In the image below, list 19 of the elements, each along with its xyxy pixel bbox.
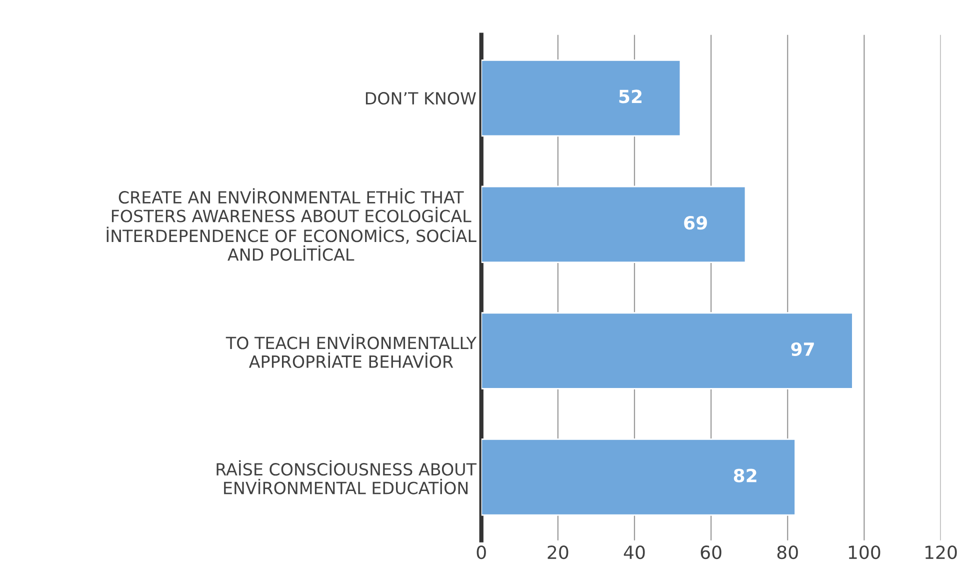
x-tick-label: 100	[848, 546, 880, 560]
data-label: 69	[684, 216, 707, 230]
y-tick-label: DON’T KNOW	[366, 92, 476, 105]
x-tick-label: 20	[548, 546, 568, 560]
bar	[481, 59, 682, 137]
y-tick-label: CREATE AN ENVİRONMENTAL ETHİC THAT FOSTERS AWARENESS ABOUT ECOLOGİCAL İNTERDEPENDENCE OF ECONOMİCS, SOCİAL AND POLİTİCAL	[106, 188, 476, 261]
x-tick-label: 40	[624, 546, 645, 560]
bar	[481, 312, 854, 390]
x-tick-label: 120	[925, 546, 957, 560]
x-tick-label: 60	[700, 546, 722, 560]
bar	[481, 186, 746, 264]
data-label: 97	[791, 342, 814, 356]
y-tick-label: RAİSE CONSCİOUSNESS ABOUT ENVİRONMENTAL EDUCATİON	[216, 460, 477, 494]
y-tick-label: TO TEACH ENVİRONMENTALLY APPROPRİATE BEHAVİOR	[226, 334, 477, 368]
bar	[481, 438, 796, 516]
x-tick-label: 80	[777, 546, 798, 560]
data-label: 52	[619, 90, 642, 104]
data-label: 82	[734, 468, 756, 482]
x-tick-label: 0	[476, 546, 486, 560]
